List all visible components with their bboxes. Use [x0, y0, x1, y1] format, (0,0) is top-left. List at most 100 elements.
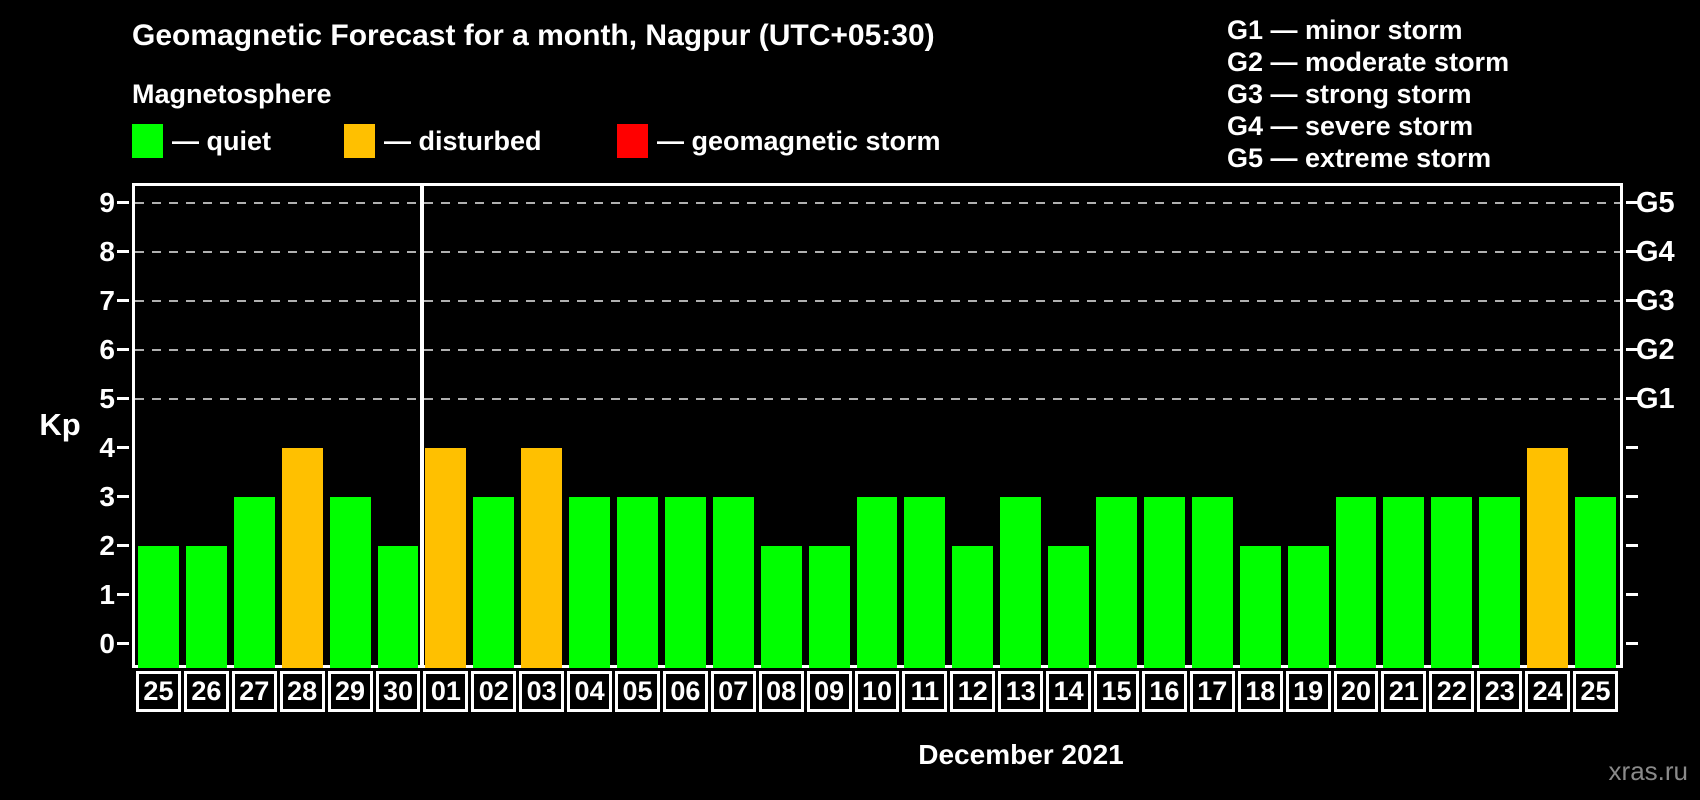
legend-heading: Magnetosphere: [132, 79, 332, 109]
x-tick-label-day: 11: [902, 671, 948, 712]
y-tick-label-7: 7: [99, 285, 115, 316]
bar-day-29: [329, 497, 371, 668]
bar-day-10: [856, 497, 898, 668]
x-tick-label-day: 08: [758, 671, 804, 712]
right-axis-label-G5: G5: [1636, 187, 1675, 219]
right-axis-tick: [1626, 348, 1638, 351]
bar-day-25: [138, 546, 179, 668]
page-title: Geomagnetic Forecast for a month, Nagpur…: [132, 19, 935, 52]
g-legend-line: G5 — extreme storm: [1227, 143, 1492, 173]
legend-item-disturbed: — disturbed: [344, 124, 542, 158]
x-tick-label-day: 22: [1429, 671, 1475, 712]
x-tick-label-day: 13: [998, 671, 1044, 712]
x-axis-title: December 2021: [918, 739, 1124, 770]
x-tick-label-day: 01: [423, 671, 469, 712]
right-axis-tick: [1626, 299, 1638, 302]
plot-area: [117, 183, 1638, 668]
x-tick-label-day: 21: [1381, 671, 1427, 712]
right-axis-label-G3: G3: [1636, 285, 1675, 317]
legend-label-disturbed: — disturbed: [384, 125, 542, 156]
x-tick-label-day: 20: [1333, 671, 1379, 712]
bar-day-28: [281, 448, 323, 668]
bar-day-22: [1431, 497, 1473, 668]
x-tick-label-day: 16: [1141, 671, 1187, 712]
y-tick-label-3: 3: [99, 481, 115, 512]
x-tick-label-day: 04: [567, 671, 613, 712]
g-legend-line: G1 — minor storm: [1227, 15, 1463, 45]
x-tick-label-day: 06: [662, 671, 708, 712]
bar-day-03: [521, 448, 563, 668]
y-tick-label-2: 2: [99, 530, 115, 561]
left-axis-tick: [117, 642, 129, 645]
right-axis-label-G1: G1: [1636, 383, 1675, 415]
left-axis-tick: [117, 495, 129, 498]
bar-day-24: [1527, 448, 1569, 668]
bar-day-25: [1575, 497, 1616, 668]
x-tick-label-day: 23: [1477, 671, 1523, 712]
g-legend-line: G2 — moderate storm: [1227, 47, 1510, 77]
x-tick-label-day: 25: [1573, 671, 1618, 712]
x-tick-label-day: 30: [375, 671, 421, 712]
y-tick-label-4: 4: [99, 432, 115, 463]
bar-day-27: [233, 497, 275, 668]
y-tick-label-9: 9: [99, 187, 115, 218]
x-tick-label-day: 17: [1189, 671, 1235, 712]
g-legend-line: G4 — severe storm: [1227, 111, 1474, 141]
y-tick-label-0: 0: [99, 628, 115, 659]
bar-day-21: [1383, 497, 1425, 668]
y-axis-title: Kp: [39, 407, 81, 442]
x-tick-label-day: 07: [710, 671, 756, 712]
bar-day-13: [1000, 497, 1042, 668]
left-axis-tick: [117, 348, 129, 351]
bar-day-05: [617, 497, 658, 668]
gridline-kp-8: [135, 251, 1620, 253]
left-axis-tick: [117, 544, 129, 547]
x-tick-label-day: 19: [1285, 671, 1331, 712]
x-tick-label-day: 18: [1237, 671, 1283, 712]
gridline-kp-5: [135, 398, 1620, 400]
g-scale-legend: G1 — minor storm G2 — moderate storm G3 — …: [1227, 14, 1509, 174]
legend-item-quiet: — quiet: [132, 124, 271, 158]
right-axis-label-G4: G4: [1636, 236, 1675, 268]
bar-day-30: [377, 546, 419, 668]
right-axis-tick: [1626, 642, 1638, 645]
x-tick-label-day: 12: [950, 671, 996, 712]
gridline-kp-9: [135, 202, 1620, 204]
disturbed-swatch-icon: [344, 124, 375, 158]
x-tick-label-day: 25: [136, 671, 181, 712]
x-tick-label-day: 05: [615, 671, 660, 712]
bar-day-19: [1287, 546, 1329, 668]
x-tick-label-day: 14: [1046, 671, 1092, 712]
bar-day-01: [425, 448, 467, 668]
x-tick-label-day: 09: [806, 671, 852, 712]
right-axis-tick: [1626, 201, 1638, 204]
x-tick-label-day: 03: [519, 671, 565, 712]
right-axis-tick: [1626, 544, 1638, 547]
left-axis-tick: [117, 201, 129, 204]
bar-day-15: [1096, 497, 1137, 668]
bar-day-17: [1191, 497, 1233, 668]
left-axis-tick: [117, 397, 129, 400]
right-axis-label-G2: G2: [1636, 334, 1675, 366]
y-tick-label-6: 6: [99, 334, 115, 365]
bar-day-11: [904, 497, 946, 668]
left-axis-tick: [117, 299, 129, 302]
x-tick-label-day: 29: [327, 671, 373, 712]
x-tick-label-day: 26: [183, 671, 229, 712]
left-axis-tick: [117, 446, 129, 449]
bar-day-14: [1048, 546, 1090, 668]
bar-day-18: [1239, 546, 1281, 668]
bar-day-02: [473, 497, 515, 668]
bar-day-06: [664, 497, 706, 668]
gridline-kp-6: [135, 349, 1620, 351]
x-tick-label-day: 28: [279, 671, 325, 712]
y-tick-label-5: 5: [99, 383, 115, 414]
bar-day-20: [1335, 497, 1377, 668]
month-separator-line: [420, 183, 425, 668]
bar-day-26: [185, 546, 227, 668]
g-legend-line: G3 — strong storm: [1227, 79, 1472, 109]
right-axis-tick: [1626, 495, 1638, 498]
x-tick-label-day: 10: [854, 671, 900, 712]
bar-day-04: [569, 497, 611, 668]
left-axis-tick: [117, 593, 129, 596]
